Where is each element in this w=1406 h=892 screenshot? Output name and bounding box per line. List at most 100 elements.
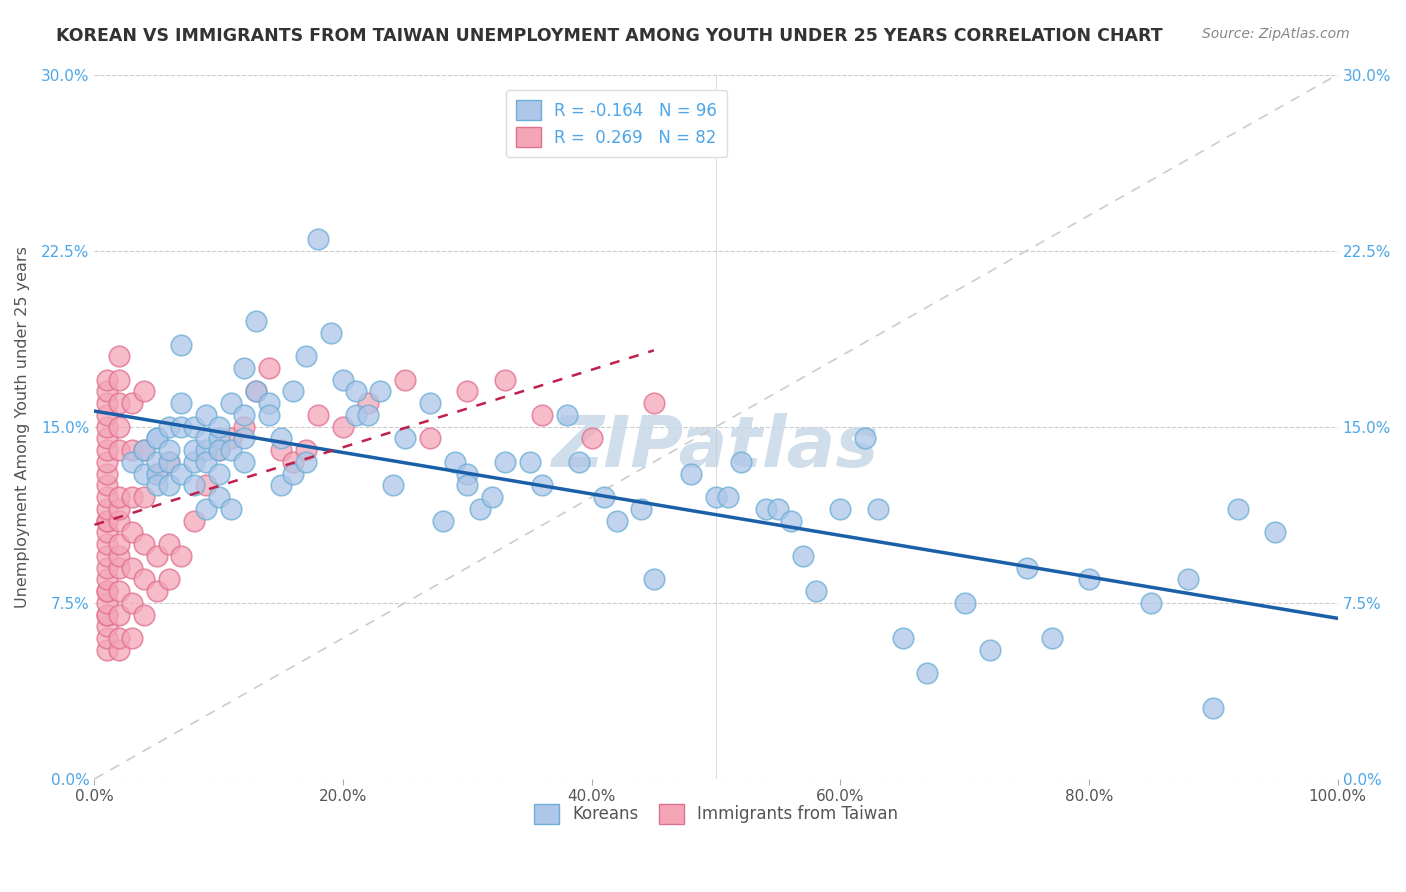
- Point: [357, 408, 380, 422]
- Point: [519, 455, 541, 469]
- Point: [108, 490, 131, 504]
- Point: [419, 432, 441, 446]
- Point: [108, 584, 131, 599]
- Point: [108, 537, 131, 551]
- Point: [170, 337, 193, 351]
- Point: [121, 525, 143, 540]
- Point: [394, 373, 416, 387]
- Point: [134, 443, 156, 458]
- Point: [96, 584, 118, 599]
- Point: [792, 549, 814, 563]
- Point: [219, 502, 242, 516]
- Point: [108, 514, 131, 528]
- Point: [257, 361, 280, 376]
- Point: [219, 443, 242, 458]
- Point: [456, 467, 478, 481]
- Point: [245, 384, 267, 399]
- Point: [270, 432, 292, 446]
- Point: [134, 607, 156, 622]
- Point: [568, 455, 591, 469]
- Point: [766, 502, 789, 516]
- Point: [96, 373, 118, 387]
- Point: [96, 384, 118, 399]
- Point: [108, 419, 131, 434]
- Point: [1040, 631, 1063, 645]
- Point: [108, 443, 131, 458]
- Point: [108, 396, 131, 410]
- Point: [170, 419, 193, 434]
- Point: [145, 432, 167, 446]
- Text: ZIPatlas: ZIPatlas: [553, 413, 880, 483]
- Point: [108, 502, 131, 516]
- Point: [96, 642, 118, 657]
- Point: [891, 631, 914, 645]
- Point: [830, 502, 852, 516]
- Point: [245, 384, 267, 399]
- Point: [157, 537, 180, 551]
- Point: [96, 584, 118, 599]
- Point: [108, 549, 131, 563]
- Point: [134, 572, 156, 586]
- Point: [232, 419, 254, 434]
- Point: [494, 455, 516, 469]
- Point: [145, 467, 167, 481]
- Text: KOREAN VS IMMIGRANTS FROM TAIWAN UNEMPLOYMENT AMONG YOUTH UNDER 25 YEARS CORRELA: KOREAN VS IMMIGRANTS FROM TAIWAN UNEMPLO…: [56, 27, 1163, 45]
- Point: [257, 408, 280, 422]
- Point: [494, 373, 516, 387]
- Legend: Koreans, Immigrants from Taiwan: Koreans, Immigrants from Taiwan: [524, 794, 908, 834]
- Point: [394, 432, 416, 446]
- Point: [170, 549, 193, 563]
- Point: [108, 631, 131, 645]
- Point: [183, 443, 205, 458]
- Point: [96, 396, 118, 410]
- Point: [96, 619, 118, 633]
- Point: [96, 455, 118, 469]
- Point: [108, 373, 131, 387]
- Point: [232, 432, 254, 446]
- Point: [108, 560, 131, 574]
- Point: [96, 537, 118, 551]
- Point: [444, 455, 467, 469]
- Point: [96, 525, 118, 540]
- Point: [219, 432, 242, 446]
- Point: [145, 478, 167, 492]
- Point: [866, 502, 889, 516]
- Point: [219, 396, 242, 410]
- Point: [195, 432, 218, 446]
- Point: [183, 514, 205, 528]
- Point: [381, 478, 404, 492]
- Point: [917, 666, 939, 681]
- Point: [96, 631, 118, 645]
- Point: [121, 490, 143, 504]
- Point: [195, 478, 218, 492]
- Point: [121, 596, 143, 610]
- Point: [208, 490, 231, 504]
- Point: [195, 502, 218, 516]
- Point: [232, 408, 254, 422]
- Point: [307, 408, 329, 422]
- Point: [456, 478, 478, 492]
- Point: [108, 349, 131, 363]
- Point: [581, 432, 603, 446]
- Point: [232, 361, 254, 376]
- Point: [96, 419, 118, 434]
- Point: [145, 455, 167, 469]
- Point: [183, 419, 205, 434]
- Point: [295, 455, 318, 469]
- Point: [1202, 701, 1225, 715]
- Point: [134, 467, 156, 481]
- Point: [96, 502, 118, 516]
- Point: [96, 514, 118, 528]
- Point: [332, 419, 354, 434]
- Point: [270, 443, 292, 458]
- Point: [319, 326, 342, 340]
- Point: [96, 514, 118, 528]
- Point: [208, 432, 231, 446]
- Y-axis label: Unemployment Among Youth under 25 years: Unemployment Among Youth under 25 years: [15, 246, 30, 607]
- Point: [704, 490, 727, 504]
- Point: [170, 467, 193, 481]
- Point: [96, 443, 118, 458]
- Point: [208, 443, 231, 458]
- Point: [183, 478, 205, 492]
- Point: [283, 467, 305, 481]
